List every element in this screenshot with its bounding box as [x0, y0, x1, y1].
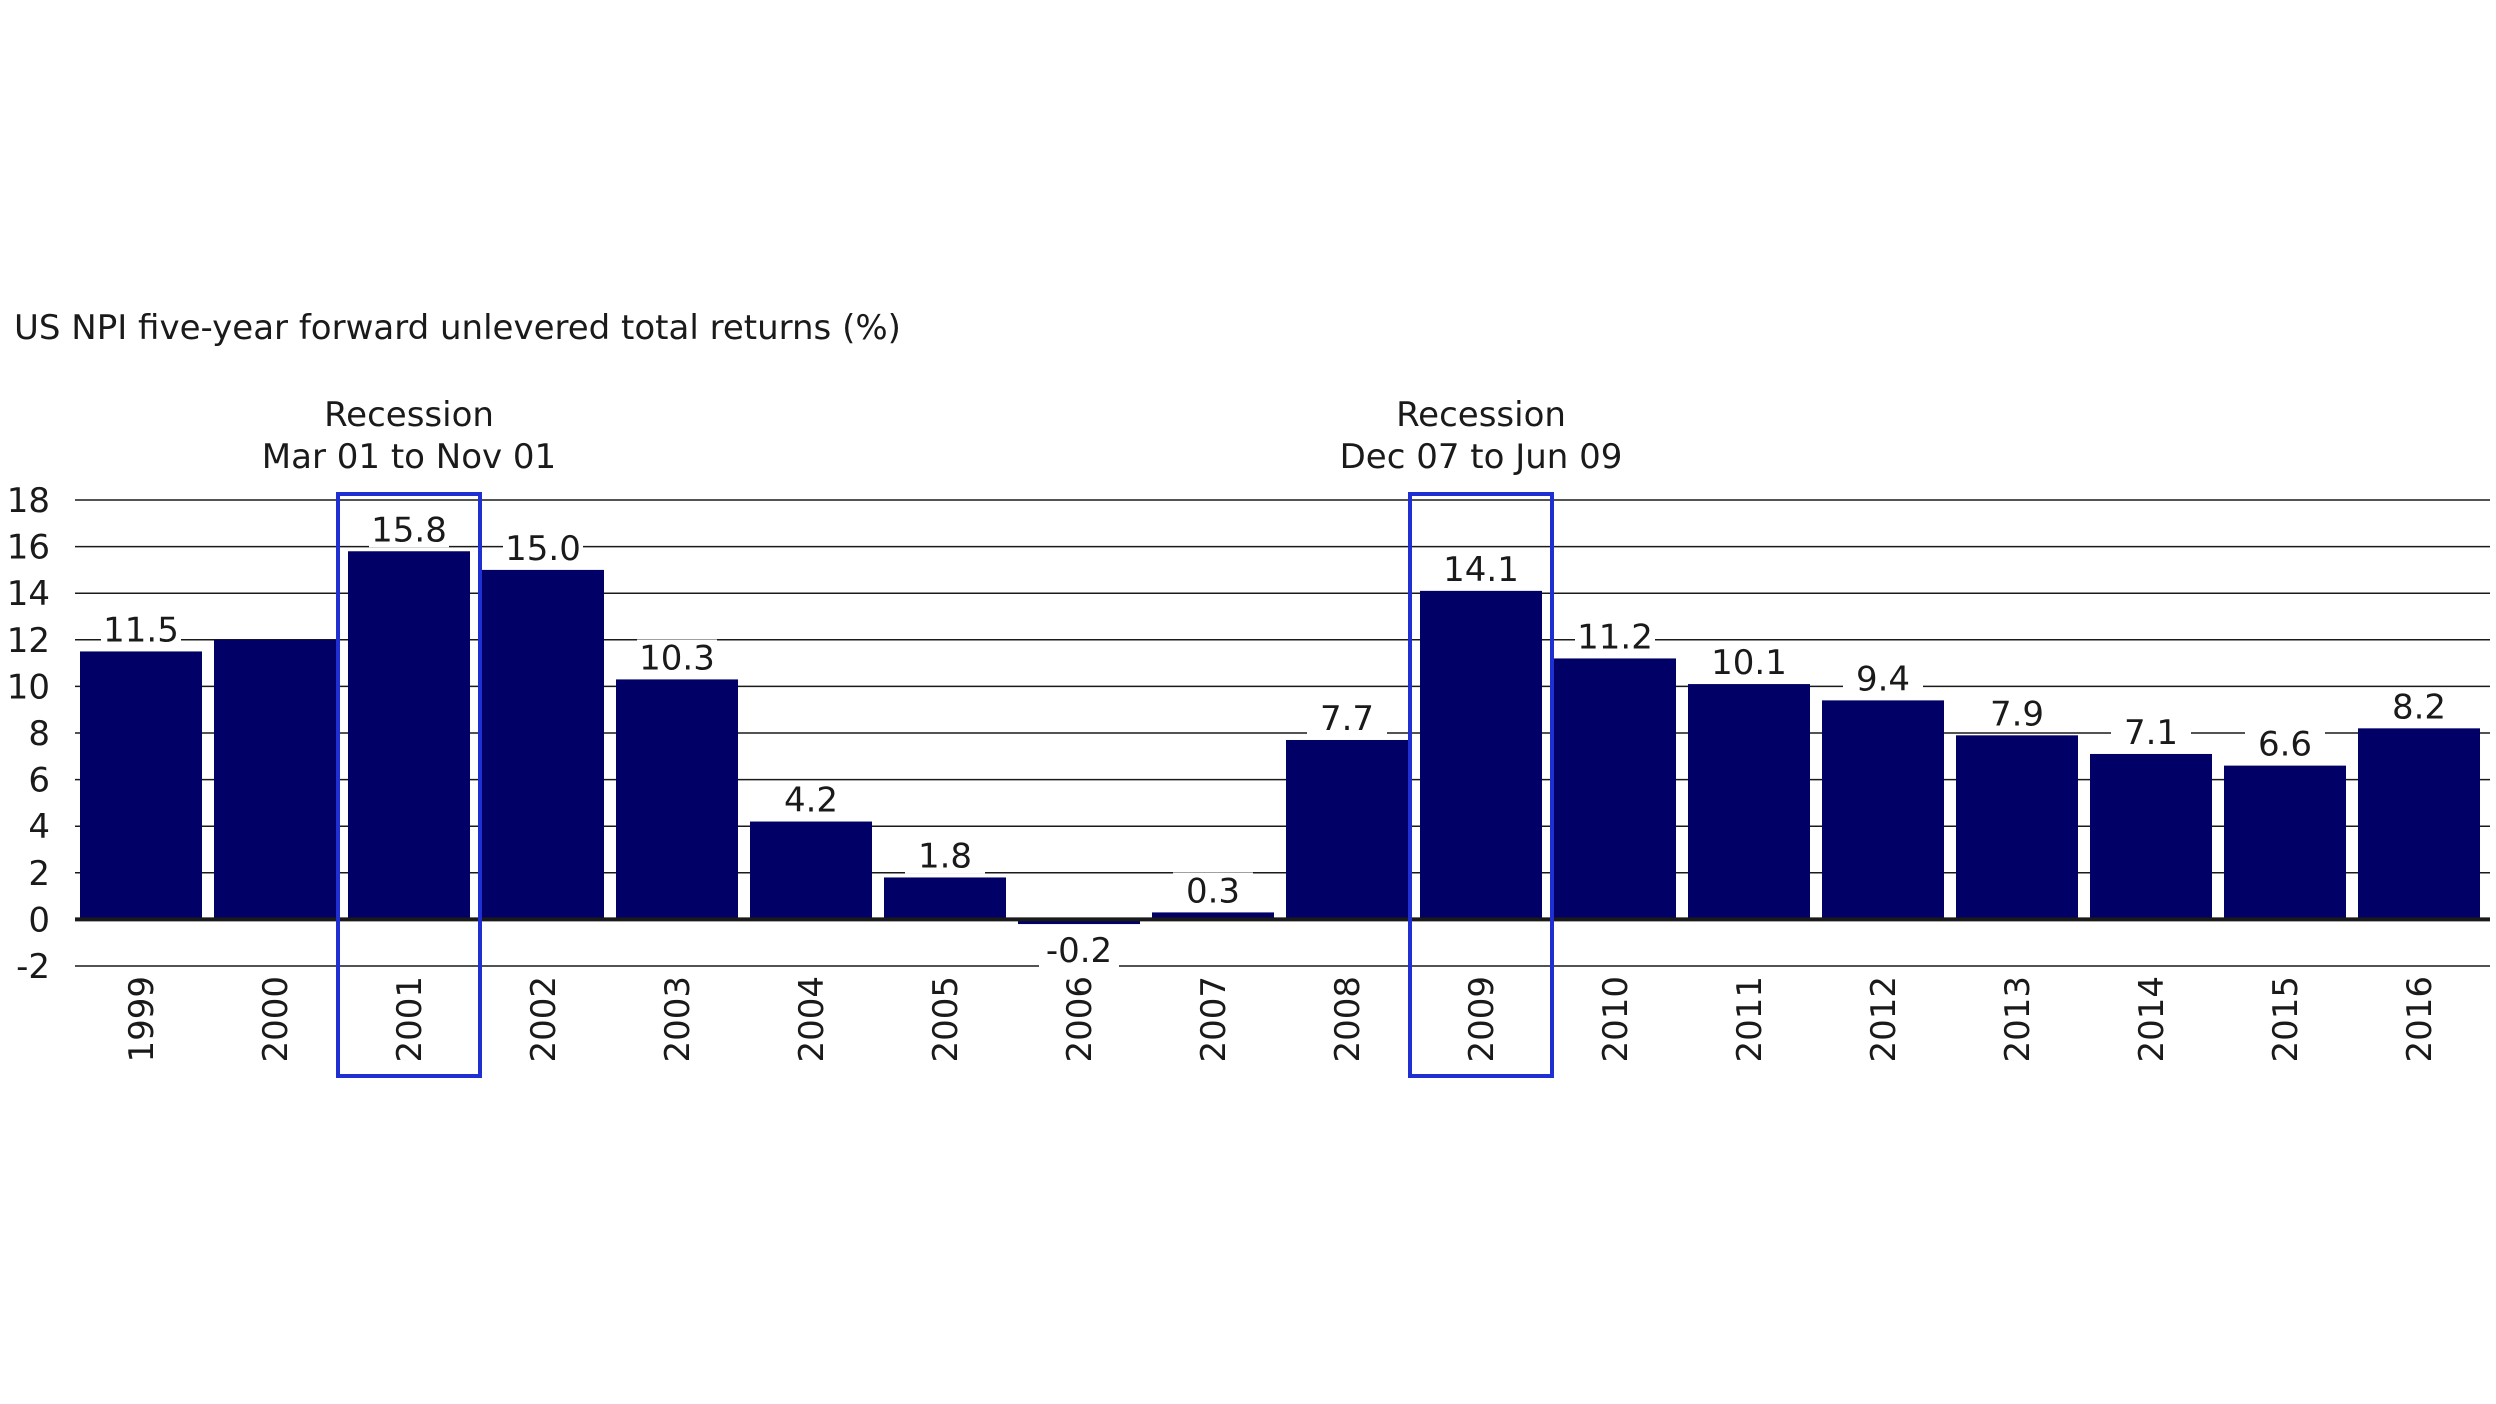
bars — [80, 551, 2480, 925]
data-label-bg — [101, 611, 181, 648]
y-tick-label: 4 — [28, 807, 50, 847]
data-label-2001: 15.8 — [371, 510, 447, 550]
x-tick-label-2015: 2015 — [2266, 976, 2306, 1063]
data-label-2016: 8.2 — [2392, 687, 2446, 727]
bar-2001 — [348, 551, 470, 920]
y-axis-ticks: 18 16 14 12 10 8 6 4 2 0 -2 — [7, 481, 50, 987]
bar-2014 — [2090, 753, 2212, 920]
data-label-2010: 11.2 — [1577, 617, 1653, 657]
chart-title: US NPI five-year forward unlevered total… — [14, 308, 901, 348]
bar-2004 — [750, 821, 872, 920]
data-label-2004: 4.2 — [784, 781, 838, 821]
bar-2006 — [1018, 919, 1140, 925]
bar-2009 — [1420, 590, 1542, 920]
y-tick-label: 10 — [7, 667, 50, 707]
data-labels: 11.5 15.8 15.0 10.3 4.2 1.8 -0.2 0.3 7.7 14.1 11.2… — [101, 510, 2459, 971]
data-label-bg — [1977, 695, 2057, 732]
recession-label-2009-1: Dec 07 to Jun 09 — [1340, 437, 1623, 477]
x-tick-label-2016: 2016 — [2400, 976, 2440, 1063]
recession-label-2001-0: Recession — [324, 395, 494, 435]
x-tick-label-2010: 2010 — [1596, 976, 1636, 1063]
bar-2015 — [2224, 765, 2346, 920]
x-tick-label-2007: 2007 — [1194, 976, 1234, 1063]
x-axis-categories: 1999 2000 2001 2002 2003 2004 2005 2006 2007 2008… — [122, 976, 2440, 1063]
x-tick-label-2003: 2003 — [658, 976, 698, 1063]
x-tick-label-2009: 2009 — [1462, 976, 1502, 1063]
data-label-bg — [1039, 932, 1119, 969]
data-label-2002: 15.0 — [505, 529, 581, 569]
data-label-bg — [905, 837, 985, 874]
y-tick-label: 8 — [28, 714, 50, 754]
recession-box-2001 — [336, 492, 482, 1078]
data-label-2015: 6.6 — [2258, 725, 2312, 765]
data-label-bg — [771, 781, 851, 818]
y-tick-label: 12 — [7, 621, 50, 661]
data-label-bg — [2245, 725, 2325, 762]
y-tick-label: 2 — [28, 854, 50, 894]
y-tick-label: 16 — [7, 528, 50, 568]
bar-2011 — [1688, 684, 1810, 920]
bar-1999 — [80, 651, 202, 920]
data-label-bg — [503, 529, 583, 566]
data-label-2009: 14.1 — [1443, 550, 1519, 590]
x-tick-label-1999: 1999 — [122, 976, 162, 1063]
y-tick-label: 6 — [28, 761, 50, 801]
recession-box-2009 — [1408, 492, 1554, 1078]
x-tick-label-2011: 2011 — [1730, 976, 1770, 1063]
data-label-bg — [1173, 872, 1253, 909]
data-label-2014: 7.1 — [2124, 713, 2178, 753]
y-tick-label: 14 — [7, 574, 50, 614]
data-label-2005: 1.8 — [918, 836, 972, 876]
data-label-bg — [1441, 550, 1521, 587]
x-tick-label-2001: 2001 — [390, 976, 430, 1063]
x-tick-label-2008: 2008 — [1328, 976, 1368, 1063]
bar-2008 — [1286, 739, 1408, 920]
bar-2013 — [1956, 735, 2078, 920]
recession-label-2001-1: Mar 01 to Nov 01 — [262, 437, 556, 477]
recession-label-2009-0: Recession — [1396, 395, 1566, 435]
bar-2016 — [2358, 728, 2480, 920]
y-tick-label: -2 — [16, 947, 50, 987]
data-label-2006: -0.2 — [1046, 931, 1112, 971]
x-tick-label-2002: 2002 — [524, 976, 564, 1063]
y-tick-label: 18 — [7, 481, 50, 521]
data-label-bg — [1843, 660, 1923, 697]
data-label-bg — [1709, 644, 1789, 681]
x-tick-label-2013: 2013 — [1998, 976, 2038, 1063]
bar-2002 — [482, 569, 604, 920]
bar-2005 — [884, 877, 1006, 920]
x-tick-label-2014: 2014 — [2132, 976, 2172, 1063]
x-tick-label-2000: 2000 — [256, 976, 296, 1063]
bar-2000 — [214, 639, 336, 920]
data-label-bg — [1307, 699, 1387, 736]
x-tick-label-2005: 2005 — [926, 976, 966, 1063]
data-label-bg — [2379, 688, 2459, 725]
x-tick-label-2012: 2012 — [1864, 976, 1904, 1063]
data-label-bg — [1575, 618, 1655, 655]
data-label-bg — [2111, 713, 2191, 750]
x-tick-label-2006: 2006 — [1060, 976, 1100, 1063]
data-label-2003: 10.3 — [639, 638, 715, 678]
grid-lines — [75, 499, 2490, 967]
data-label-bg — [637, 639, 717, 676]
data-label-bg — [369, 511, 449, 548]
bar-2012 — [1822, 700, 1944, 920]
x-tick-label-2004: 2004 — [792, 976, 832, 1063]
data-label-2013: 7.9 — [1990, 694, 2044, 734]
bar-2007 — [1152, 912, 1274, 920]
data-label-2008: 7.7 — [1320, 699, 1374, 739]
data-label-2007: 0.3 — [1186, 871, 1240, 911]
bar-2003 — [616, 679, 738, 920]
data-label-2011: 10.1 — [1711, 643, 1787, 683]
data-label-2012: 9.4 — [1856, 659, 1910, 699]
y-tick-label: 0 — [28, 900, 50, 940]
data-label-1999: 11.5 — [103, 610, 179, 650]
bar-2010 — [1554, 658, 1676, 920]
